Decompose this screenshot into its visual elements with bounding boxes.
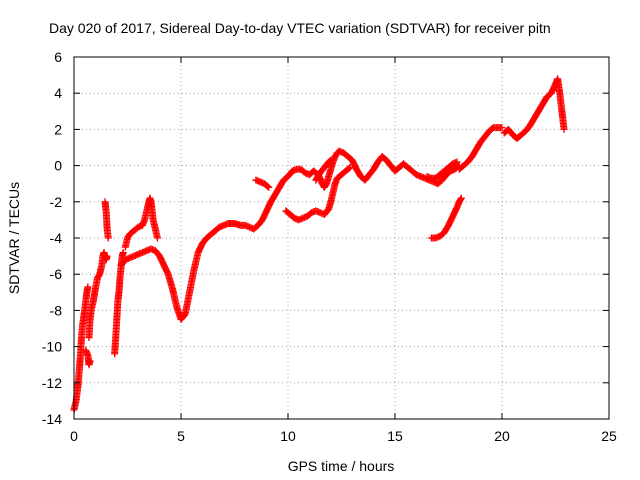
data-point — [86, 357, 94, 365]
y-tick-label: -8 — [50, 302, 63, 318]
y-tick-label: -6 — [50, 266, 63, 282]
y-tick-label: 4 — [54, 85, 62, 101]
y-tick-label: -10 — [42, 339, 62, 355]
x-tick-label: 5 — [177, 428, 185, 444]
y-axis-label: SDTVAR / TECUs — [6, 182, 22, 294]
data-points — [70, 75, 568, 414]
x-tick-label: 0 — [70, 428, 78, 444]
data-point — [264, 182, 272, 190]
data-point — [153, 234, 161, 242]
data-point — [457, 195, 465, 203]
chart-title: Day 020 of 2017, Sidereal Day-to-day VTE… — [49, 20, 551, 36]
data-point — [345, 164, 353, 172]
axis-ticks: 0 5 10 15 20 25 -14 -12 -10 -8 -6 -4 -2 0 2 4 6 — [42, 49, 617, 444]
data-point — [498, 124, 506, 132]
y-tick-label: 0 — [54, 158, 62, 174]
data-point — [453, 158, 461, 166]
x-axis-label: GPS time / hours — [288, 458, 395, 474]
grid — [74, 57, 609, 419]
data-point — [265, 183, 273, 191]
x-tick-label: 15 — [387, 428, 403, 444]
data-point — [104, 234, 112, 242]
y-tick-label: -4 — [50, 230, 63, 246]
data-point — [560, 125, 568, 133]
y-tick-label: -14 — [42, 411, 62, 427]
x-tick-label: 20 — [494, 428, 510, 444]
data-point — [346, 163, 354, 171]
data-point — [327, 156, 335, 164]
data-point — [119, 248, 127, 256]
y-tick-label: -2 — [50, 194, 63, 210]
data-point — [84, 283, 92, 291]
y-tick-label: 2 — [54, 121, 62, 137]
data-point — [103, 252, 111, 260]
data-point — [326, 157, 334, 165]
data-point — [457, 194, 465, 202]
x-tick-label: 10 — [280, 428, 296, 444]
y-tick-label: 6 — [54, 49, 62, 65]
y-tick-label: -12 — [42, 375, 62, 391]
x-tick-label: 25 — [601, 428, 617, 444]
